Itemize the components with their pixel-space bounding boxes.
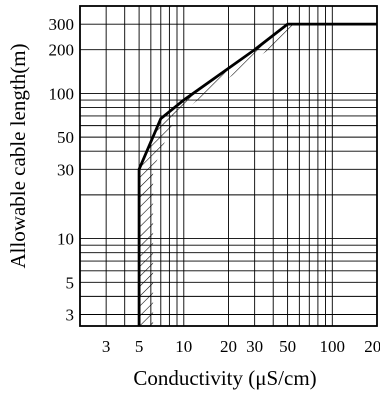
x-tick-label: 3: [102, 337, 111, 356]
boundary-line-layer: [137, 22, 377, 326]
hatched-region: [139, 24, 377, 326]
x-tick-label: 30: [246, 337, 263, 356]
x-axis-title: Conductivity (μS/cm): [133, 366, 316, 390]
x-tick-labels: 3 5 10 20 30 50 100 200: [102, 337, 380, 356]
y-tick-label: 5: [66, 273, 75, 292]
y-tick-label: 50: [57, 128, 74, 147]
x-tick-label: 200: [364, 337, 380, 356]
boundary-line: [137, 22, 377, 326]
hatch-band: [139, 24, 377, 326]
y-tick-label: 300: [49, 15, 75, 34]
x-tick-label: 10: [175, 337, 192, 356]
y-tick-label: 3: [66, 306, 75, 325]
x-tick-label: 5: [135, 337, 144, 356]
y-tick-label: 100: [49, 84, 75, 103]
plot-frame: [79, 5, 378, 327]
x-tick-label: 100: [320, 337, 346, 356]
y-tick-label: 30: [57, 160, 74, 179]
y-tick-labels: 3 5 10 30 50 100 200 300: [49, 15, 75, 324]
y-tick-label: 200: [49, 41, 75, 60]
y-tick-label: 10: [57, 230, 74, 249]
grid: [80, 6, 377, 326]
y-axis-title: Allowable cable length(m): [6, 43, 30, 268]
x-tick-label: 20: [220, 337, 237, 356]
x-tick-label: 50: [279, 337, 296, 356]
